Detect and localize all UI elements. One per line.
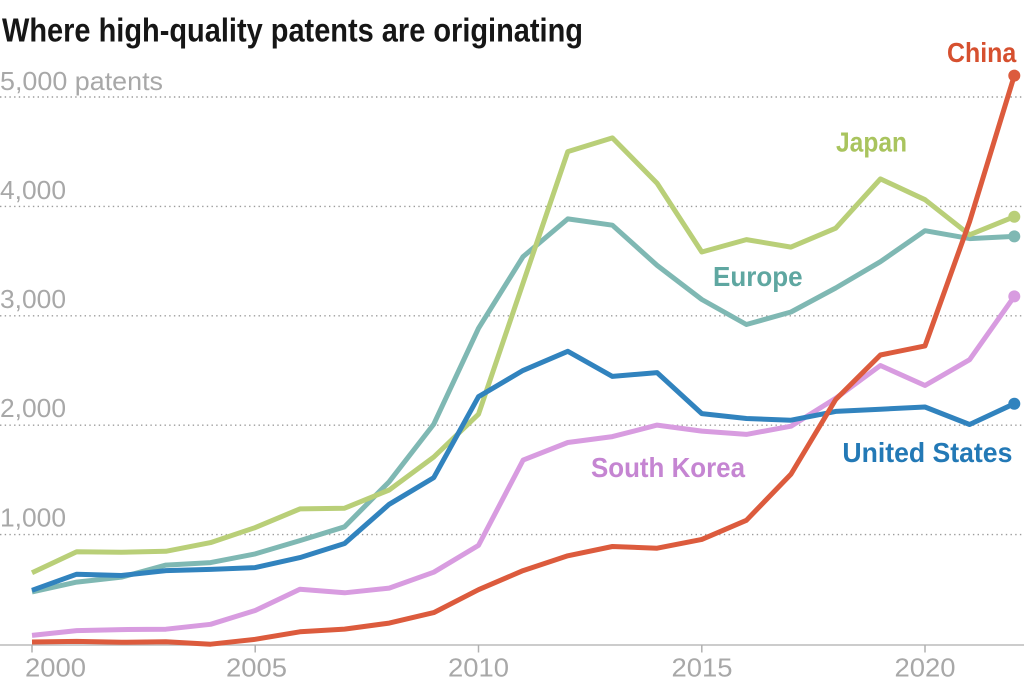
svg-text:2000: 2000 <box>25 653 86 682</box>
svg-text:Where high-quality patents are: Where high-quality patents are originati… <box>2 12 583 49</box>
svg-text:2020: 2020 <box>895 653 956 682</box>
svg-text:United States: United States <box>842 437 1012 468</box>
svg-text:South Korea: South Korea <box>591 452 745 483</box>
svg-text:2010: 2010 <box>448 653 509 682</box>
svg-text:4,000: 4,000 <box>0 175 66 205</box>
svg-text:3,000: 3,000 <box>0 284 66 314</box>
svg-text:1,000: 1,000 <box>0 503 66 533</box>
svg-text:2005: 2005 <box>226 653 287 682</box>
svg-text:Japan: Japan <box>836 126 907 157</box>
svg-text:China: China <box>947 37 1017 68</box>
svg-text:5,000 patents: 5,000 patents <box>0 66 163 96</box>
svg-text:2015: 2015 <box>672 653 733 682</box>
svg-text:2,000: 2,000 <box>0 393 66 423</box>
svg-text:Europe: Europe <box>713 261 803 292</box>
